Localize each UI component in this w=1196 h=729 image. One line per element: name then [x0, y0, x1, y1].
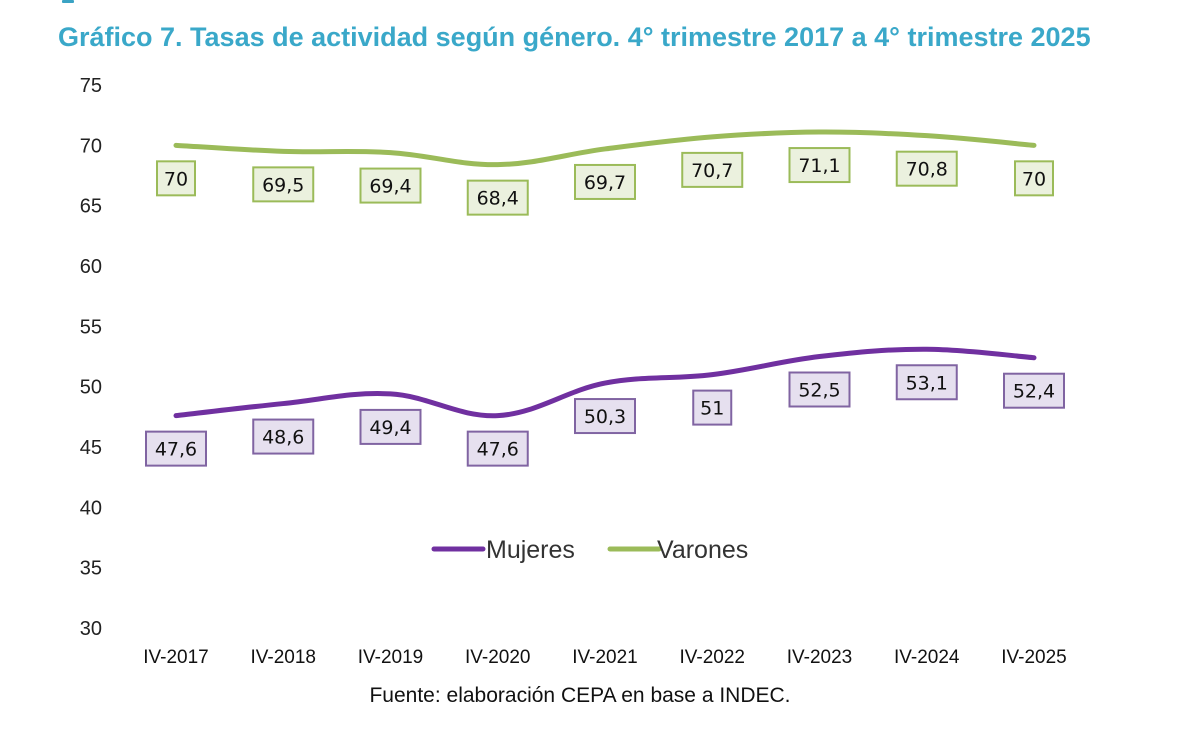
x-tick-label: IV-2021 — [572, 647, 638, 668]
x-tick-label: IV-2017 — [143, 647, 209, 668]
data-label-box — [145, 430, 207, 467]
data-label-box — [466, 430, 529, 467]
data-label-box — [895, 364, 958, 401]
data-label: 52,4 — [1013, 381, 1055, 403]
x-tick-label: IV-2018 — [251, 647, 317, 668]
legend-label-mujeres: Mujeres — [486, 536, 575, 564]
x-axis: IV-2017 IV-2018 IV-2019 IV-2020 IV-2021 IV-20… — [143, 647, 1067, 668]
y-tick-label: 40 — [80, 497, 102, 519]
data-label: 69,7 — [584, 172, 626, 194]
data-label: 69,5 — [262, 174, 304, 196]
x-tick-label: IV-2019 — [358, 647, 424, 668]
data-label-box — [788, 371, 851, 408]
data-label: 48,6 — [262, 427, 304, 449]
data-label-box — [681, 151, 744, 188]
data-label: 69,4 — [369, 176, 411, 198]
series-line-varones — [173, 129, 1037, 168]
data-label-box — [252, 166, 315, 203]
series-lines — [173, 129, 1037, 419]
data-label: 49,4 — [369, 417, 411, 439]
x-tick-label: IV-2025 — [1001, 647, 1067, 668]
data-label: 70 — [164, 168, 188, 190]
data-label: 71,1 — [798, 155, 840, 177]
data-label-box — [156, 160, 196, 197]
legend: Mujeres Varones — [431, 536, 748, 564]
data-label: 51 — [700, 398, 724, 420]
y-tick-label: 75 — [80, 75, 102, 97]
data-label: 50,3 — [584, 406, 626, 428]
y-tick-label: 65 — [80, 196, 102, 218]
data-label-box — [466, 179, 529, 216]
y-tick-label: 70 — [80, 135, 102, 157]
data-labels: 47,6 48,6 49,4 47,6 50,3 51 52,5 53,1 52,4 70 69,5… — [145, 147, 1065, 467]
data-label-box — [574, 398, 636, 435]
series-line-mujeres — [173, 346, 1037, 419]
y-tick-label: 45 — [80, 437, 102, 459]
data-label-box — [574, 163, 636, 200]
data-label-box — [1014, 160, 1054, 197]
chart-title: Gráfico 7. Tasas de actividad según géne… — [58, 22, 1091, 52]
data-label: 52,5 — [798, 380, 840, 402]
data-label-box — [1003, 372, 1065, 409]
data-label: 68,4 — [477, 188, 519, 210]
x-tick-label: IV-2020 — [465, 647, 531, 668]
data-label: 70,7 — [691, 160, 733, 182]
data-label-box — [252, 418, 315, 455]
data-label: 47,6 — [155, 439, 197, 461]
previous-section-fragment — [62, 0, 74, 3]
data-label: 70 — [1022, 168, 1046, 190]
y-tick-label: 35 — [80, 558, 102, 580]
data-label: 53,1 — [906, 372, 948, 394]
data-label-box — [359, 408, 422, 445]
source-note: Fuente: elaboración CEPA en base a INDEC… — [369, 684, 791, 707]
y-tick-label: 60 — [80, 256, 102, 278]
x-tick-label: IV-2022 — [680, 647, 746, 668]
data-label-box — [359, 167, 422, 204]
data-label: 70,8 — [906, 159, 948, 181]
legend-label-varones: Varones — [657, 536, 748, 564]
data-label: 47,6 — [477, 439, 519, 461]
data-label-box — [692, 389, 733, 426]
y-tick-label: 55 — [80, 316, 102, 338]
y-tick-label: 50 — [80, 377, 102, 399]
x-tick-label: IV-2024 — [894, 647, 960, 668]
x-tick-label: IV-2023 — [787, 647, 853, 668]
data-label-box — [788, 147, 851, 184]
y-tick-label: 30 — [80, 618, 102, 640]
data-label-box — [895, 150, 958, 187]
y-axis: 30 35 40 45 50 55 60 65 70 75 — [80, 75, 102, 640]
